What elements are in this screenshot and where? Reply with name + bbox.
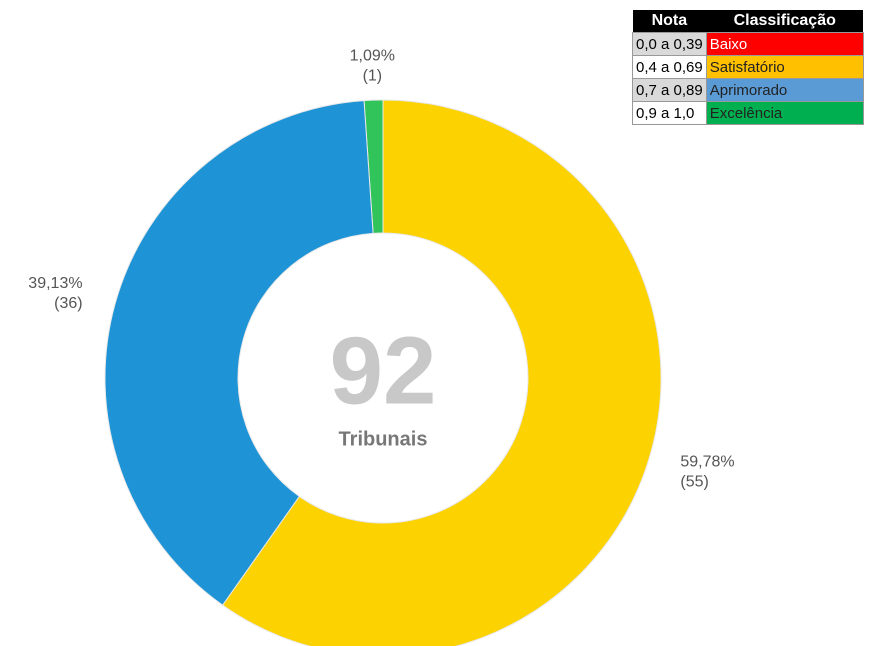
grade-cell: 0,0 a 0,39	[632, 32, 707, 56]
header-cell: Nota	[632, 10, 707, 33]
class-cell: Satisfatório	[705, 55, 864, 79]
header-cell: Classificação	[706, 10, 864, 33]
data-label: 1,09%	[350, 47, 395, 64]
grade-cell: 0,4 a 0,69	[632, 55, 707, 79]
table-header: Nota Classificação	[632, 10, 864, 33]
grade-cell: 0,9 a 1,0	[632, 101, 707, 125]
center-total: 92	[330, 317, 437, 424]
table-row: 0,4 a 0,69 Satisfatório	[632, 55, 864, 79]
data-label: 59,78%	[680, 454, 734, 471]
table-row: 0,0 a 0,39 Baixo	[632, 32, 864, 56]
class-cell: Baixo	[705, 32, 864, 56]
class-cell: Aprimorado	[705, 78, 864, 102]
center-label: Tribunais	[339, 428, 428, 450]
data-label: (55)	[680, 474, 708, 491]
legend-table: Nota Classificação 0,0 a 0,39 Baixo 0,4 a 0…	[632, 10, 864, 125]
donut-slice	[104, 100, 374, 606]
table-row: 0,9 a 1,0 Excelência	[632, 101, 864, 125]
data-label: 39,13%	[28, 275, 82, 292]
grade-cell: 0,7 a 0,89	[632, 78, 707, 102]
donut-slice	[221, 99, 662, 646]
data-label: (36)	[54, 295, 82, 312]
table-body: 0,0 a 0,39 Baixo 0,4 a 0,69 Satisfatório 0,7…	[632, 32, 864, 125]
data-label: (1)	[363, 67, 383, 84]
table-row: 0,7 a 0,89 Aprimorado	[632, 78, 864, 102]
class-cell: Excelência	[705, 101, 864, 125]
